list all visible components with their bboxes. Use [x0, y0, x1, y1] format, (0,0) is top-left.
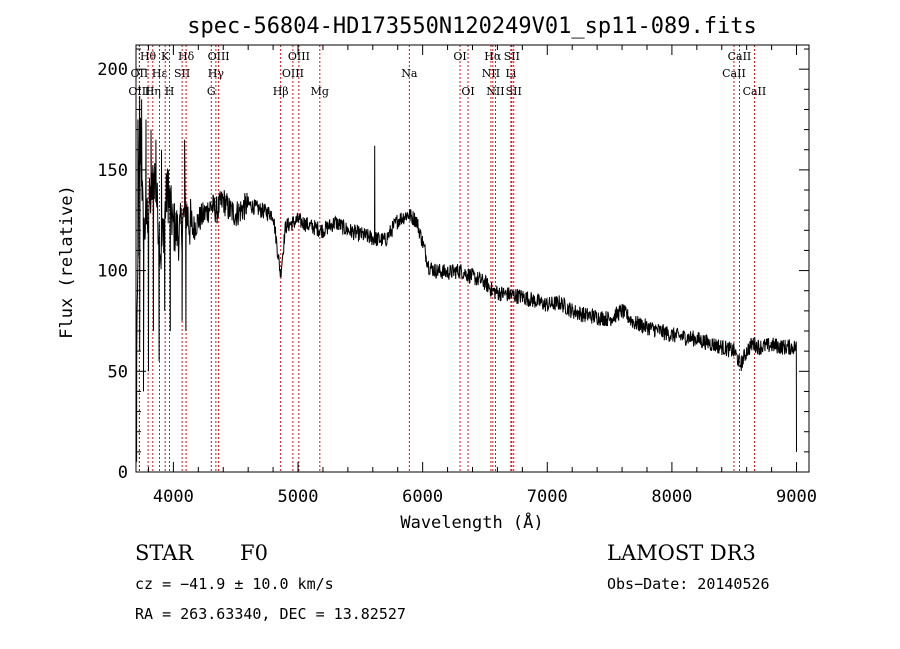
y-tick-label: 0	[118, 463, 128, 483]
line-marker-label: SII	[506, 85, 522, 98]
x-axis-label: Wavelength (Å)	[400, 511, 543, 533]
y-axis-label: Flux (relative)	[57, 185, 77, 339]
y-tick-label: 200	[97, 60, 128, 80]
y-tick-label: 50	[108, 362, 128, 382]
line-marker-label: Hβ	[273, 85, 289, 98]
line-marker-label: Hγ	[208, 67, 225, 80]
line-marker-label: CaII	[728, 50, 752, 63]
plot-frame	[135, 44, 810, 473]
chart-title: spec-56804-HD173550N120249V01_sp11-089.f…	[187, 14, 757, 39]
line-marker-label: CaII	[722, 67, 746, 80]
line-marker-label: OIII	[282, 67, 304, 80]
spectrum-series	[135, 95, 797, 462]
object-class: STAR	[135, 541, 194, 565]
line-marker-label: Li	[505, 67, 516, 80]
line-marker-label: OIII	[288, 50, 310, 63]
coordinates: RA = 263.63340, DEC = 13.82527	[135, 605, 406, 623]
line-marker-label: Hθ	[140, 50, 157, 63]
x-tick-label: 6000	[402, 487, 443, 507]
line-marker-label: SII	[504, 50, 520, 63]
line-marker-label: CaII	[743, 85, 767, 98]
line-marker-label: K	[161, 50, 170, 63]
line-marker-label: Hδ	[178, 50, 195, 63]
x-axis: 4000 5000 6000 7000 8000 9000	[147, 45, 817, 507]
line-marker-label: SII	[174, 67, 190, 80]
line-marker-label: NII	[482, 67, 500, 80]
subclass: F0	[240, 541, 268, 565]
line-marker-label: H	[165, 85, 175, 98]
redshift-cz: cz = −41.9 ± 10.0 km/s	[135, 575, 334, 593]
line-marker-label: Hη	[145, 85, 161, 98]
x-tick-label: 9000	[776, 487, 817, 507]
spectrum-line	[135, 95, 797, 462]
y-tick-label: 150	[97, 161, 128, 181]
x-tick-label: 7000	[527, 487, 568, 507]
observation-date: Obs−Date: 20140526	[607, 575, 770, 593]
x-tick-label: 4000	[153, 487, 194, 507]
line-marker-label: G	[207, 85, 216, 98]
line-marker-label: OI	[453, 50, 466, 63]
line-marker-label: OI	[461, 85, 474, 98]
survey-name: LAMOST DR3	[607, 541, 756, 565]
line-marker-label: NII	[486, 85, 504, 98]
line-marker-label: Hα	[484, 50, 502, 63]
y-axis: 0 50 100 150 200	[97, 48, 809, 483]
y-tick-label: 100	[97, 262, 128, 282]
line-marker-label: OIII	[208, 50, 230, 63]
line-marker-label: Na	[401, 67, 418, 80]
line-marker-label: OIII	[128, 85, 150, 98]
line-marker-label: Hε	[152, 67, 168, 80]
x-tick-label: 8000	[651, 487, 692, 507]
line-marker-label: Mg	[311, 85, 329, 98]
x-tick-label: 5000	[278, 487, 319, 507]
